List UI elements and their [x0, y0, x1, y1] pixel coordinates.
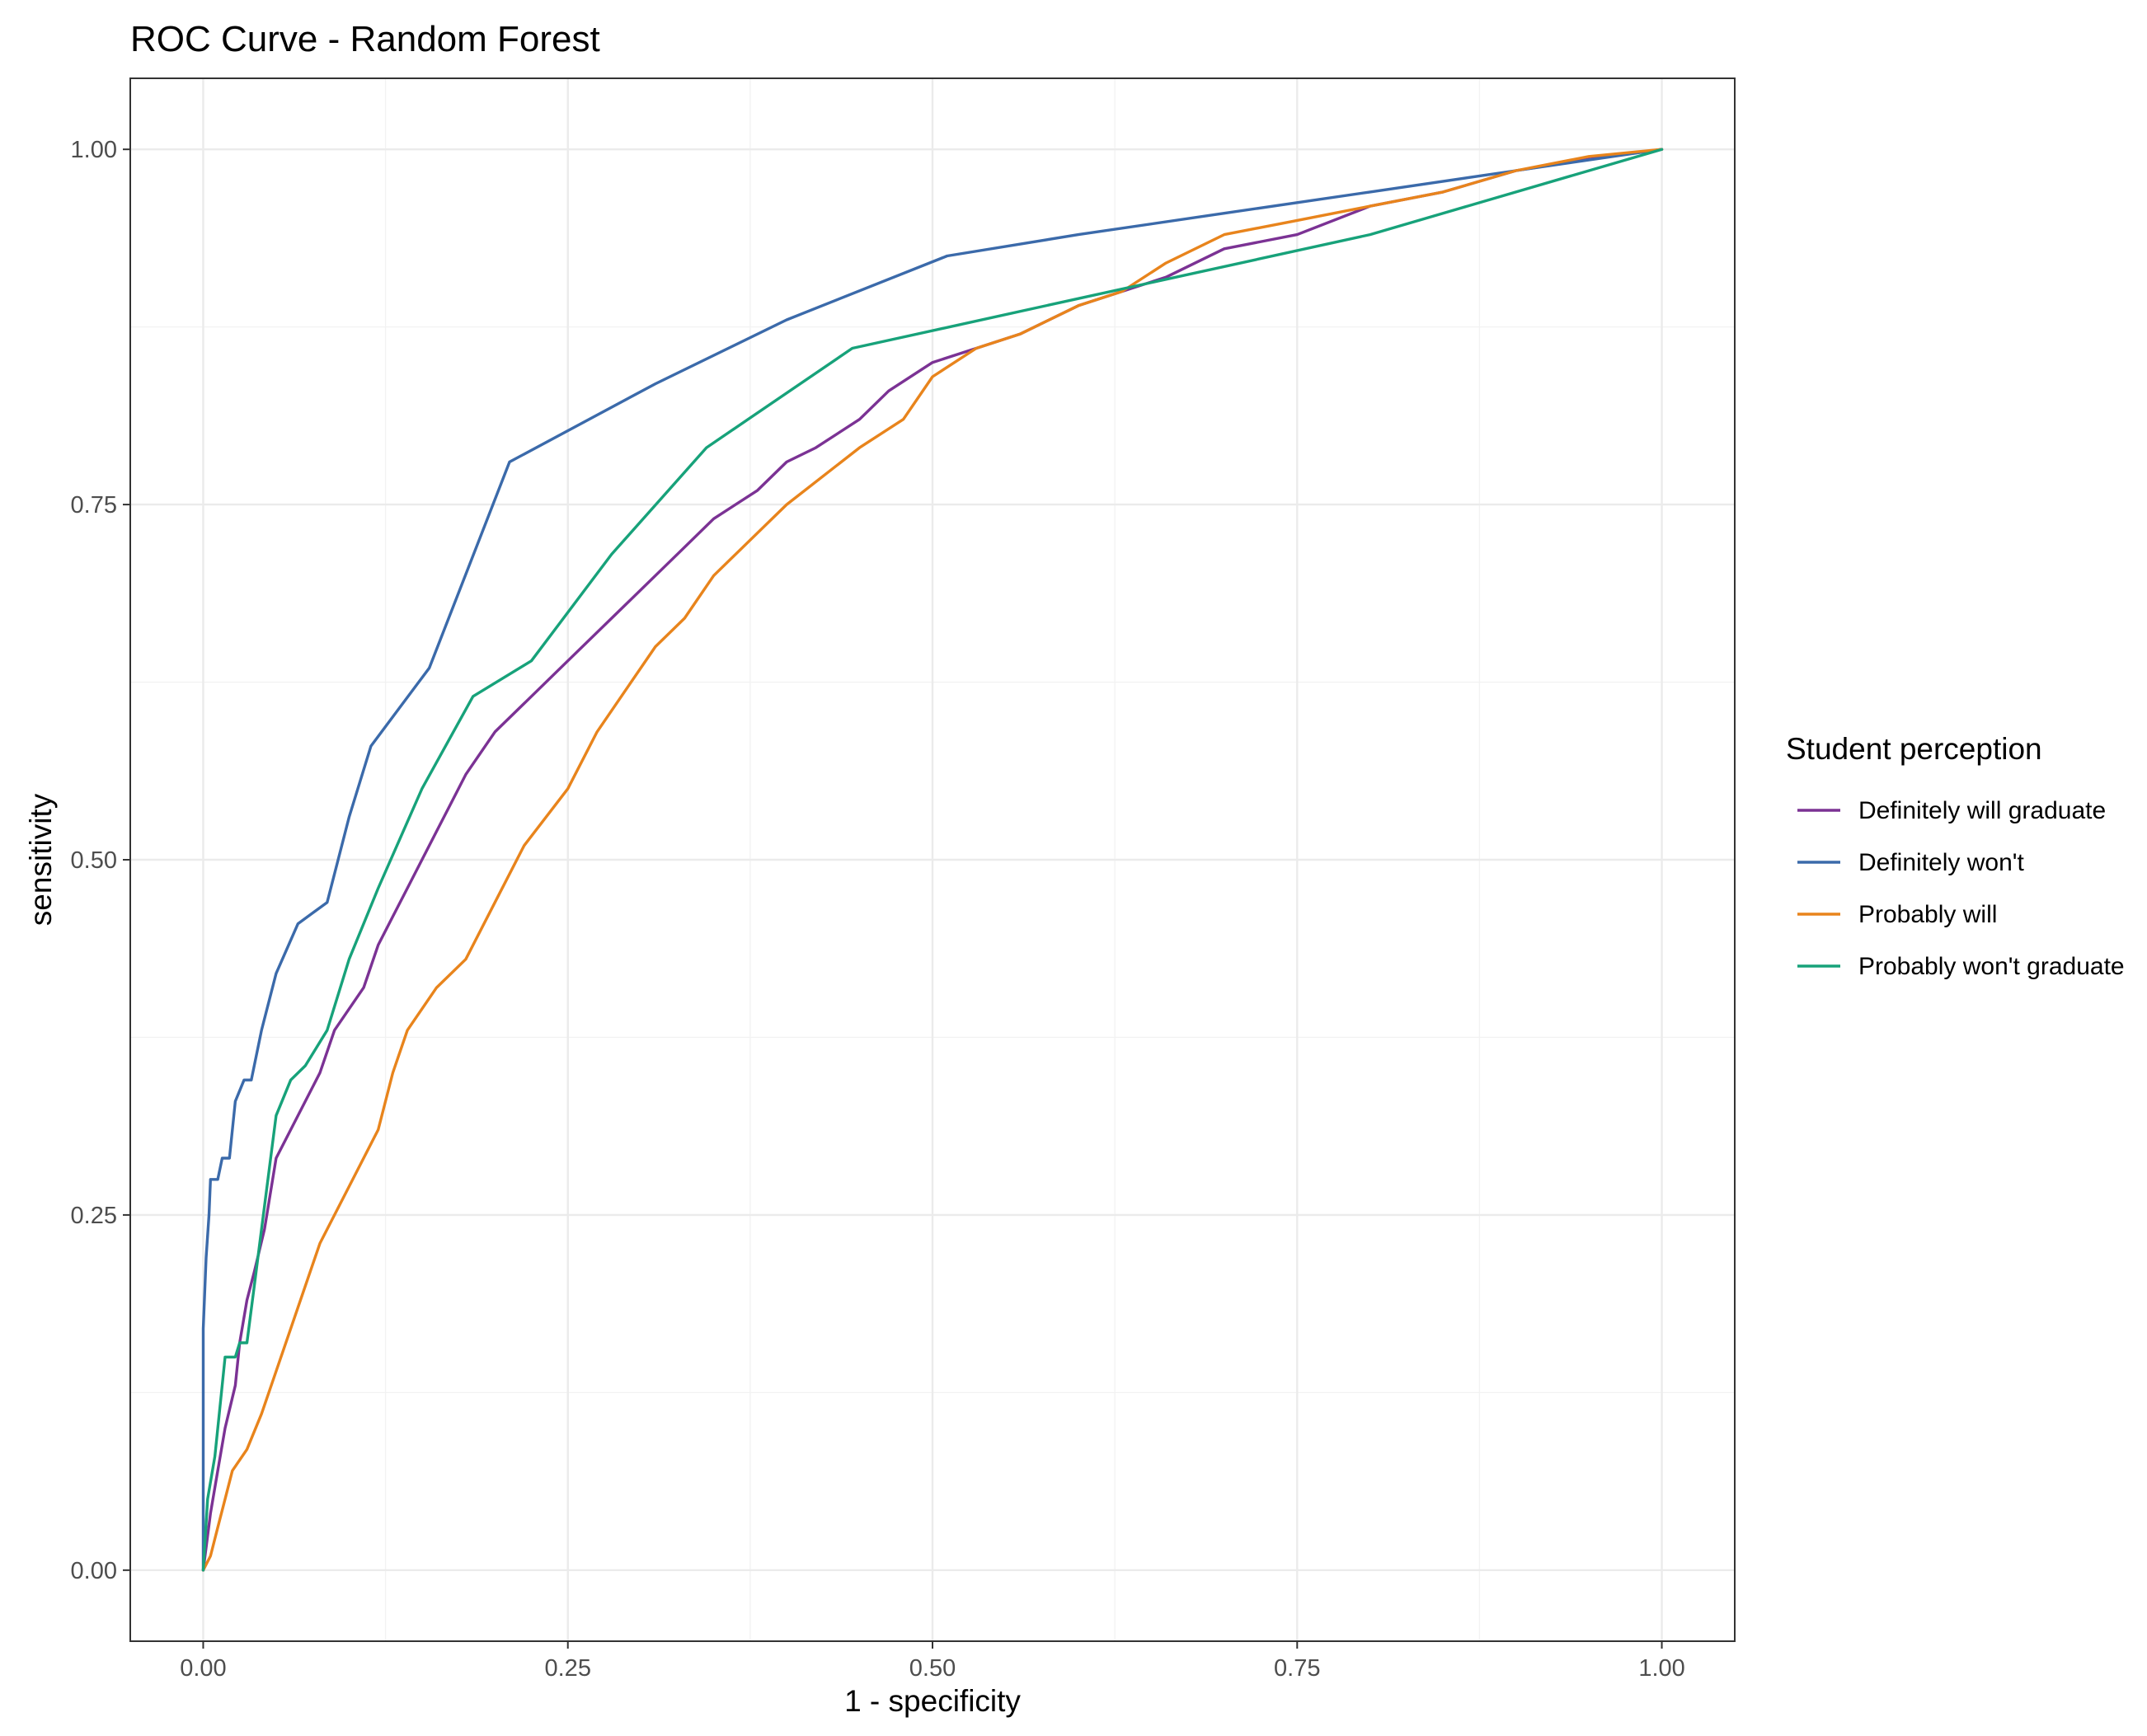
x-tick-label: 0.75 [1274, 1655, 1320, 1682]
legend-label: Probably will [1858, 901, 1997, 928]
series-line-3 [201, 148, 1664, 1572]
legend-items: Definitely will graduate Definitely won't… [1797, 797, 2125, 980]
chart-title: ROC Curve - Random Forest [130, 19, 600, 59]
x-axis: 0.00 0.25 0.50 0.75 1.00 [180, 1641, 1685, 1682]
y-tick-label: 0.50 [71, 847, 117, 874]
y-axis-title: sensitivity [24, 793, 58, 926]
x-tick-label: 1.00 [1638, 1655, 1684, 1682]
major-gridlines [130, 78, 1735, 1641]
legend: Student perception Definitely will gradu… [1786, 732, 2125, 980]
x-tick-label: 0.00 [180, 1655, 226, 1682]
y-tick-label: 1.00 [71, 137, 117, 163]
legend-title: Student perception [1786, 732, 2042, 766]
y-tick-label: 0.75 [71, 492, 117, 518]
x-axis-title: 1 - specificity [844, 1684, 1021, 1718]
legend-label: Definitely won't [1858, 849, 2024, 876]
y-tick-label: 0.00 [71, 1558, 117, 1584]
x-tick-label: 0.25 [545, 1655, 591, 1682]
y-axis: 0.00 0.25 0.50 0.75 1.00 [71, 137, 130, 1584]
x-tick-label: 0.50 [909, 1655, 956, 1682]
legend-label: Definitely will graduate [1858, 797, 2106, 824]
series-line-4 [201, 148, 1664, 1572]
legend-label: Probably won't graduate [1858, 953, 2125, 980]
roc-series [201, 148, 1664, 1572]
series-line-2 [201, 148, 1664, 1572]
y-tick-label: 0.25 [71, 1203, 117, 1229]
